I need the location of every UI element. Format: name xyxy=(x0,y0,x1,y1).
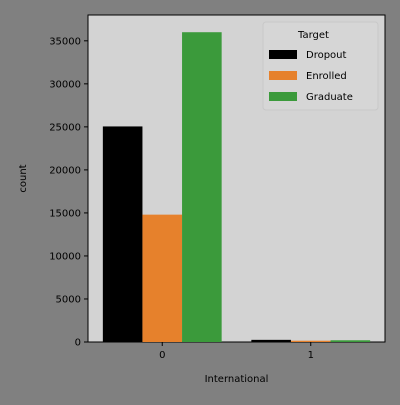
legend-box xyxy=(262,21,379,111)
y-tick-label: 25000 xyxy=(49,122,81,133)
bar-enrolled-1 xyxy=(290,340,331,342)
legend-label-dropout: Dropout xyxy=(306,50,347,61)
y-tick-label: 15000 xyxy=(49,208,81,219)
bars-group xyxy=(102,32,371,343)
bar-dropout-1 xyxy=(251,339,291,342)
x-axis-label: International xyxy=(205,374,269,385)
legend-items: Dropout Enrolled Graduate xyxy=(269,50,353,103)
y-axis-ticks: 0 5000 10000 15000 20000 25000 30000 35000 xyxy=(49,36,88,349)
y-tick-label: 20000 xyxy=(49,165,81,176)
bar-graduate-1 xyxy=(330,340,371,342)
y-tick-label: 35000 xyxy=(49,36,81,47)
x-tick-label: 1 xyxy=(308,350,314,361)
x-tick-label: 0 xyxy=(159,350,165,361)
bar-graduate-0 xyxy=(182,32,222,343)
legend-swatch-enrolled xyxy=(269,71,297,80)
legend: Target Dropout Enrolled Graduate xyxy=(262,21,379,111)
legend-title: Target xyxy=(297,30,329,41)
legend-swatch-graduate xyxy=(269,92,297,101)
y-tick-label: 0 xyxy=(75,338,81,349)
legend-label-graduate: Graduate xyxy=(306,92,353,103)
y-tick-label: 10000 xyxy=(49,251,81,262)
legend-swatch-dropout xyxy=(269,50,297,59)
y-axis-label: count xyxy=(18,164,29,192)
bar-enrolled-0 xyxy=(142,214,183,342)
y-tick-label: 5000 xyxy=(56,294,81,305)
legend-label-enrolled: Enrolled xyxy=(306,71,347,82)
y-tick-label: 30000 xyxy=(49,79,81,90)
bar-dropout-0 xyxy=(102,126,143,342)
